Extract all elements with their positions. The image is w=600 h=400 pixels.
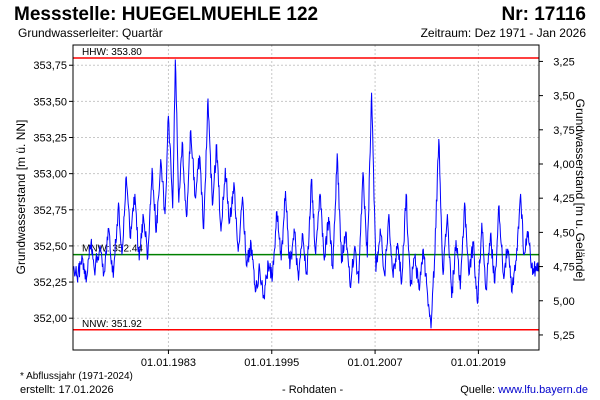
source-link[interactable]: www.lfu.bayern.de <box>498 384 588 396</box>
x-axis-ticks: 01.01.1983 01.01.1995 01.01.2007 01.01.2019 <box>141 350 506 369</box>
reference-label: NNW: 351.92 <box>82 319 142 330</box>
plot-frame <box>72 44 540 351</box>
y2-tick-label: 4,00 <box>553 159 574 171</box>
x-tick-label: 01.01.2007 <box>348 357 403 369</box>
y-tick-label: 353,50 <box>33 96 67 108</box>
x-tick-label: 01.01.1995 <box>244 357 299 369</box>
y-tick-label: 352,50 <box>33 241 67 253</box>
source-prefix: Quelle: <box>460 384 499 396</box>
y2-tick-label: 3,50 <box>553 91 574 103</box>
y-axis-ticks: 352,00 352,25 352,50 352,75 353,00 353,25 353,… <box>33 60 73 325</box>
reference-lines: HHW: 353.80 MNW: 352.44 NNW: 351.92 <box>73 47 539 331</box>
y-tick-label: 352,25 <box>33 277 67 289</box>
x-tick-label: 01.01.1983 <box>141 357 196 369</box>
source-label: Quelle: www.lfu.bayern.de <box>460 384 588 396</box>
page-title: Messstelle: HUEGELMUEHLE 122 <box>14 4 319 25</box>
y2-tick-label: 5,25 <box>553 330 574 342</box>
y-axis-label: Grundwasserstand [m ü. NN] <box>14 120 28 275</box>
y-tick-label: 353,75 <box>33 60 67 72</box>
y-tick-label: 353,00 <box>33 169 67 181</box>
created-date: erstellt: 17.01.2026 <box>20 384 114 396</box>
footnote: * Abflussjahr (1971-2024) <box>20 371 133 382</box>
period-label: Zeitraum: Dez 1971 - Jan 2026 <box>420 26 586 40</box>
raw-data-label: - Rohdaten - <box>282 384 344 396</box>
reference-label: MNW: 352.44 <box>82 244 143 255</box>
y2-tick-label: 3,25 <box>553 56 574 68</box>
y-tick-label: 352,00 <box>33 313 67 325</box>
x-tick-label: 01.01.2019 <box>451 357 506 369</box>
y2-axis-ticks: 3,25 3,50 3,75 4,00 4,25 4,50 4,75 5,00 5,25 <box>539 56 575 342</box>
y2-axis-label: Grundwasserstand [m u. Gelände] <box>573 99 587 282</box>
series-line <box>73 59 540 329</box>
y2-tick-label: 4,50 <box>553 227 574 239</box>
y2-tick-label: 5,00 <box>553 296 574 308</box>
y-tick-label: 352,75 <box>33 205 67 217</box>
y2-tick-label: 3,75 <box>553 125 574 137</box>
y2-tick-label: 4,25 <box>553 193 574 205</box>
y2-tick-label: 4,75 <box>553 262 574 274</box>
reference-label: HHW: 353.80 <box>82 47 142 58</box>
station-number: Nr: 17116 <box>501 4 586 25</box>
grid <box>73 45 539 350</box>
y-tick-label: 353,25 <box>33 133 67 145</box>
aquifer-label: Grundwasserleiter: Quartär <box>18 26 163 40</box>
